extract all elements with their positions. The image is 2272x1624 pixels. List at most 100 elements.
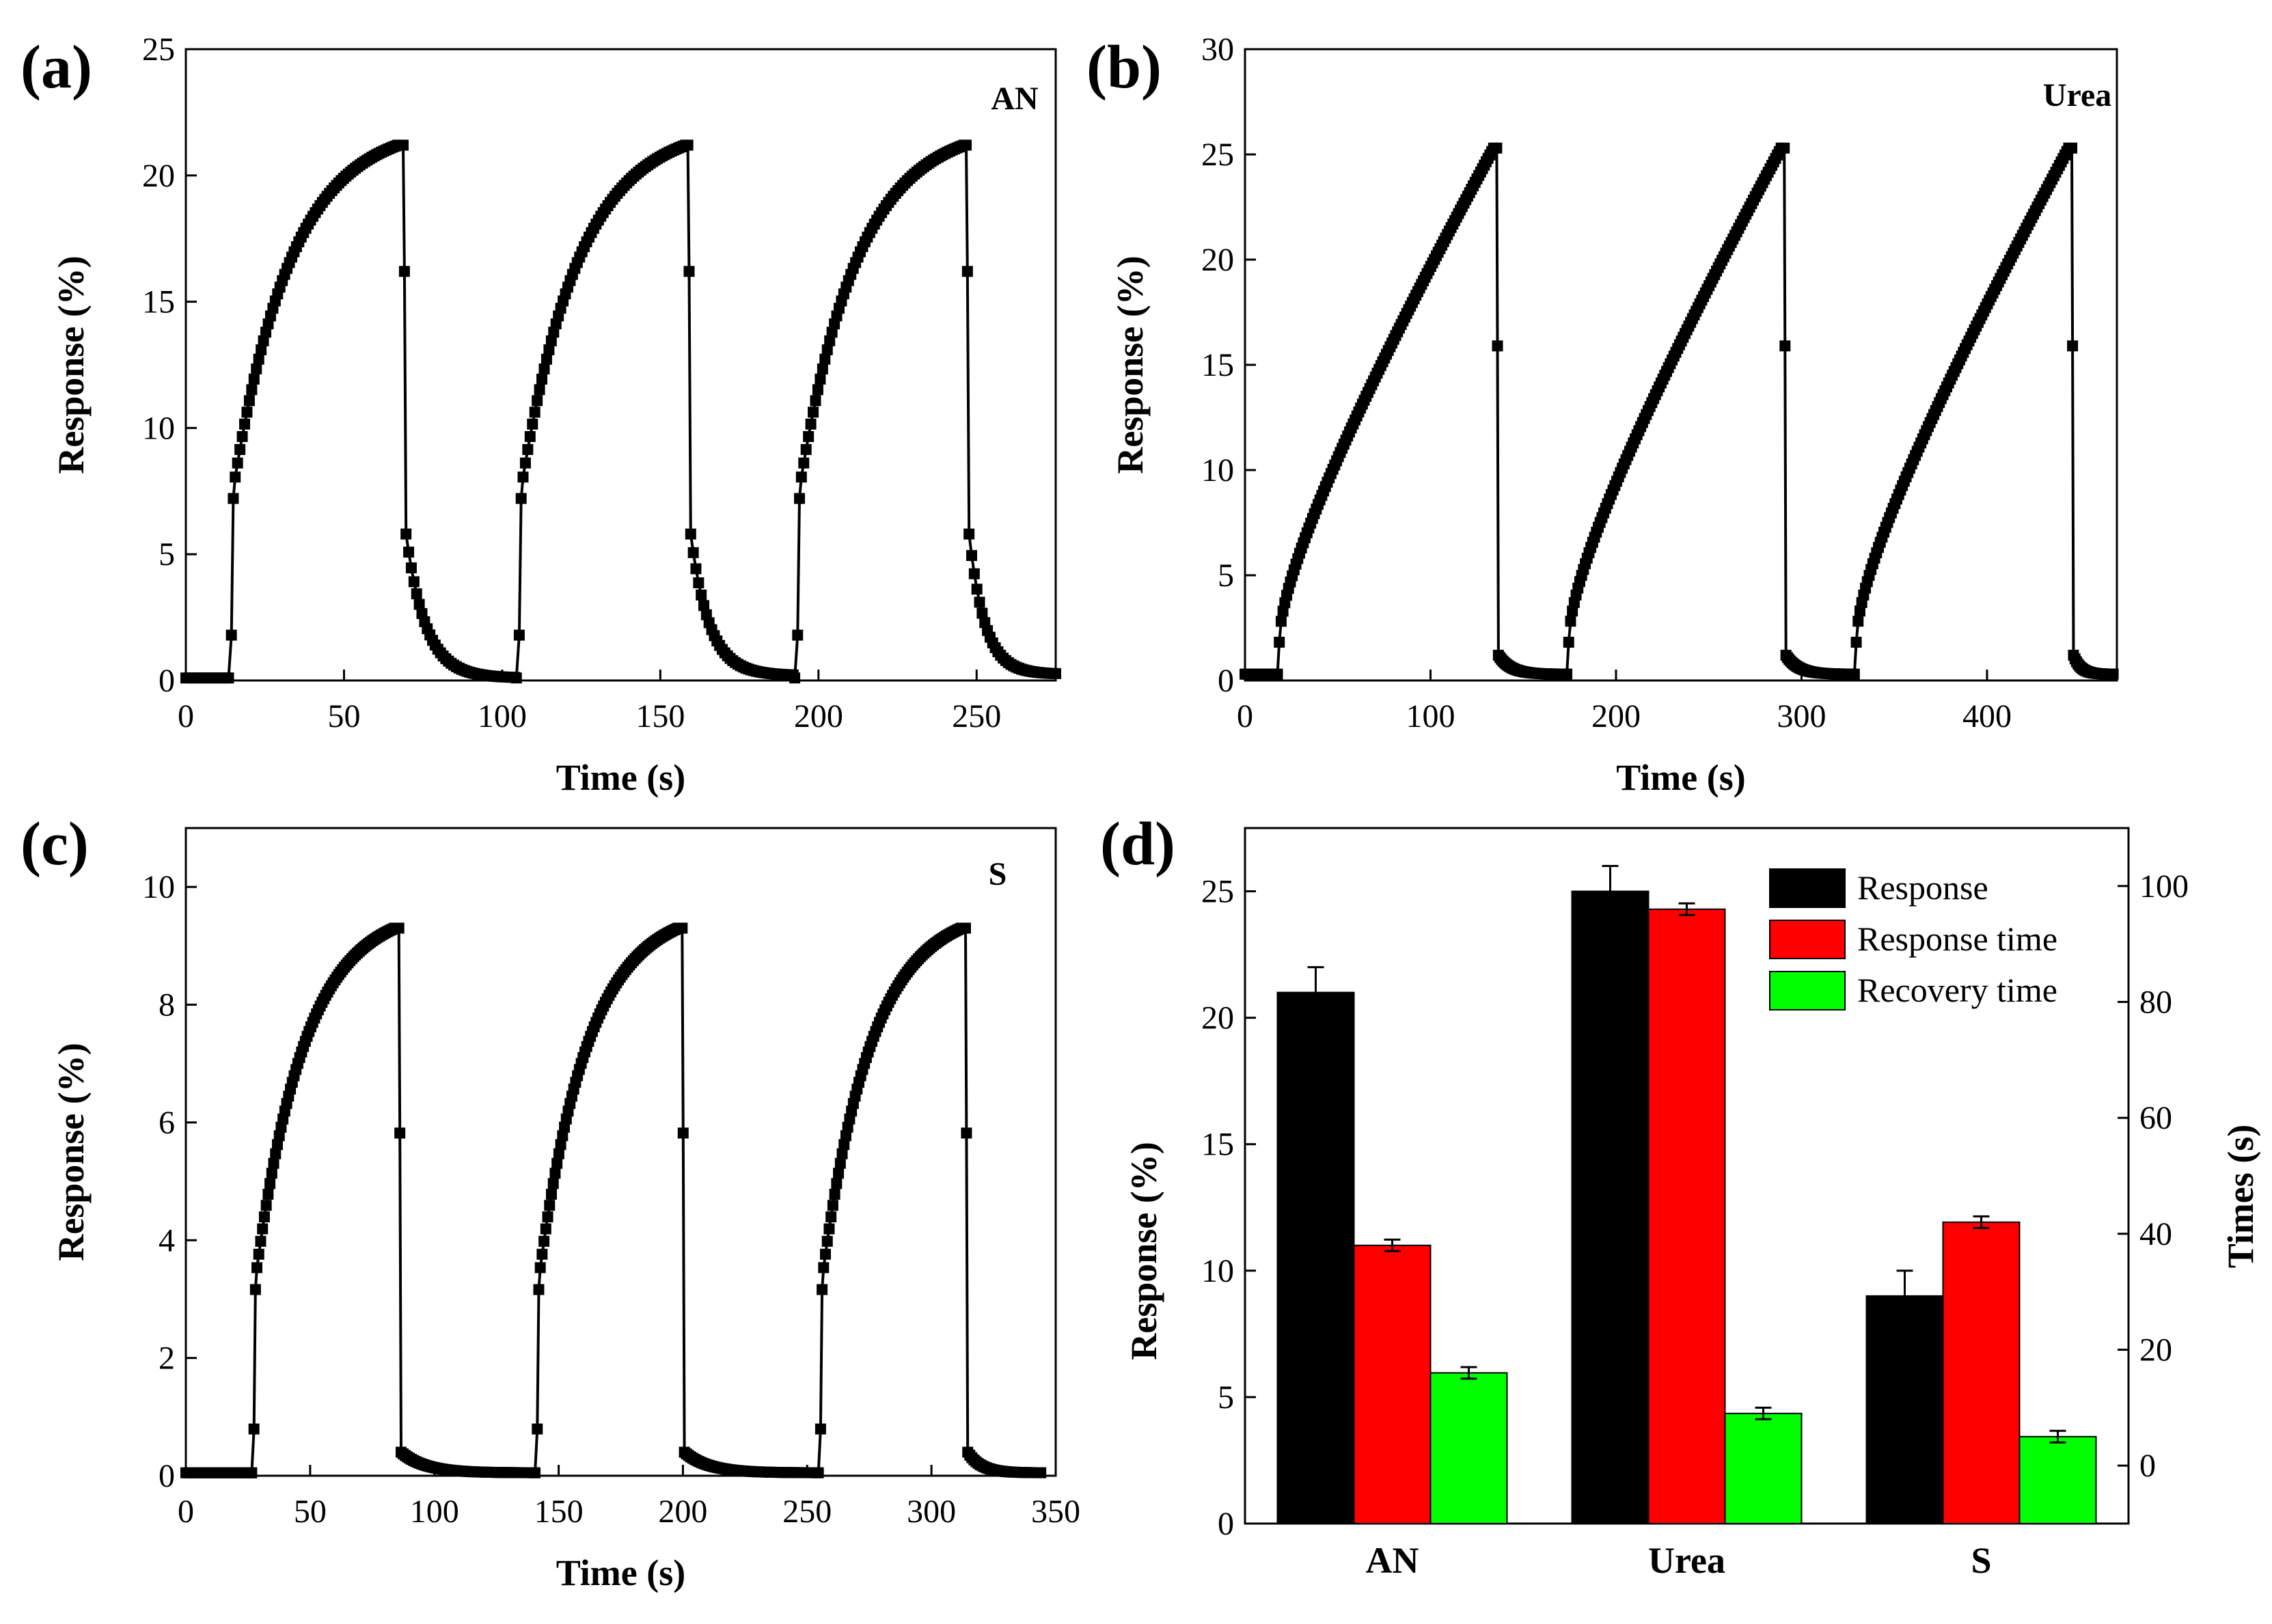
data-point xyxy=(540,1223,551,1235)
data-point xyxy=(522,443,534,455)
data-point xyxy=(540,353,552,365)
panel-c: 0 50 100 150 200 250 300 350 0 2 4 6 8 10 Time (s) Resp… xyxy=(20,810,1080,1593)
data-point xyxy=(687,547,699,558)
data-point xyxy=(693,577,704,589)
data-point xyxy=(833,1168,845,1179)
data-point xyxy=(273,1130,285,1142)
data-point xyxy=(398,139,409,151)
data-point xyxy=(834,1157,846,1169)
y-tick-label: 30 xyxy=(1201,31,1234,68)
data-point xyxy=(258,1211,270,1223)
x-tick-label: 150 xyxy=(635,698,685,734)
data-point xyxy=(1848,668,1860,680)
data-point xyxy=(792,629,804,641)
x-tick-label: 300 xyxy=(907,1494,956,1530)
data-point xyxy=(234,443,246,455)
data-point xyxy=(696,589,707,601)
data-point xyxy=(1567,605,1578,617)
data-point xyxy=(968,568,980,579)
panel-d: 0 5 10 15 20 25 0 20 40 60 80 100 AN Urea S Response (%… xyxy=(1100,810,2261,1581)
data-point xyxy=(275,1121,287,1133)
gas-annotation: AN xyxy=(991,81,1039,117)
data-point xyxy=(1491,142,1503,154)
panel-label: (a) xyxy=(20,33,92,101)
data-point xyxy=(536,373,548,385)
y-tick-label: 6 xyxy=(159,1105,175,1141)
y-tick-label: 25 xyxy=(142,31,175,68)
data-point xyxy=(544,1200,556,1211)
data-point xyxy=(547,1178,559,1189)
panel-label: (c) xyxy=(20,810,89,878)
x-tick-label: 150 xyxy=(534,1494,584,1530)
data-point xyxy=(1277,605,1289,617)
y-right-tick-label: 20 xyxy=(2139,1332,2172,1368)
y-tick-label: 15 xyxy=(142,284,175,320)
category-label: S xyxy=(1971,1540,1991,1581)
data-point xyxy=(1854,605,1865,617)
data-point xyxy=(524,430,536,442)
data-point xyxy=(698,600,710,611)
data-point xyxy=(685,528,696,540)
data-markers xyxy=(180,139,1061,684)
data-point xyxy=(1565,616,1576,627)
data-point xyxy=(413,598,425,610)
y-tick-label: 5 xyxy=(1218,558,1234,594)
y-tick-label: 20 xyxy=(142,158,175,194)
x-tick-label: 400 xyxy=(1962,698,2012,734)
data-point xyxy=(812,1467,824,1478)
x-axis-title: Time (s) xyxy=(556,757,685,798)
data-point xyxy=(549,1168,561,1179)
data-point xyxy=(538,1235,550,1247)
data-point xyxy=(795,471,807,483)
data-point xyxy=(963,528,975,540)
data-point xyxy=(517,471,529,483)
data-point xyxy=(403,547,415,558)
data-point xyxy=(810,395,821,407)
data-point xyxy=(821,1235,833,1247)
data-point xyxy=(971,583,983,595)
category-label: AN xyxy=(1366,1540,1419,1581)
x-tick-label: 350 xyxy=(1031,1494,1080,1530)
y-right-tick-label: 60 xyxy=(2139,1100,2172,1136)
data-point xyxy=(246,384,258,396)
y-tick-label: 10 xyxy=(142,869,175,905)
data-point xyxy=(1779,340,1791,352)
data-point xyxy=(239,418,251,430)
data-point xyxy=(676,922,688,934)
y-left-tick-label: 20 xyxy=(1201,1000,1234,1036)
data-point xyxy=(236,430,248,442)
y-left-tick-label: 10 xyxy=(1201,1253,1234,1289)
data-point xyxy=(545,1188,557,1200)
data-point xyxy=(831,1178,843,1189)
data-point xyxy=(519,457,531,469)
x-tick-label: 50 xyxy=(294,1494,327,1530)
data-point xyxy=(248,1423,260,1435)
data-point xyxy=(253,1248,264,1260)
y-axis-title: Response (%) xyxy=(51,1043,92,1261)
data-point xyxy=(408,576,420,588)
data-point xyxy=(532,395,543,407)
data-point xyxy=(1852,616,1864,627)
data-point xyxy=(959,922,971,934)
data-point xyxy=(530,1467,541,1478)
data-point xyxy=(960,139,972,151)
data-point xyxy=(961,266,973,277)
bar-response xyxy=(1276,991,1355,1524)
data-point xyxy=(398,266,410,277)
series-line xyxy=(186,143,1056,683)
data-point xyxy=(510,672,522,684)
data-point xyxy=(1035,1467,1047,1478)
data-point xyxy=(815,1423,826,1435)
y-left-axis-title: Response (%) xyxy=(1123,1142,1164,1360)
data-point xyxy=(677,1127,689,1139)
data-point xyxy=(243,395,255,407)
bar-recovery-time xyxy=(1429,1372,1508,1525)
plot-frame xyxy=(184,827,1057,1477)
x-axis-title: Time (s) xyxy=(1616,757,1745,798)
data-point xyxy=(251,1262,263,1274)
data-point xyxy=(805,418,817,430)
x-tick-label: 200 xyxy=(658,1494,707,1530)
x-tick-label: 200 xyxy=(1591,698,1641,734)
data-point xyxy=(230,471,241,483)
data-point xyxy=(825,1211,837,1223)
